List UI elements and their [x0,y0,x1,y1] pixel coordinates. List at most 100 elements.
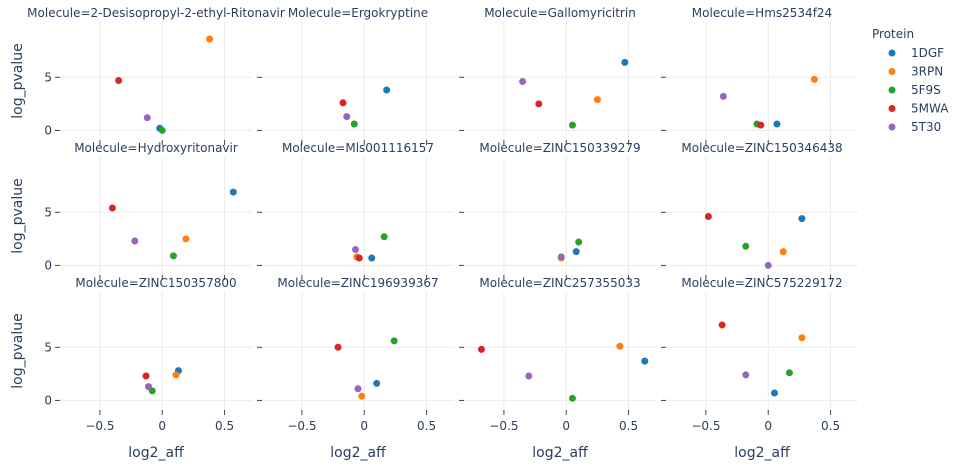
data-point-1dgf [770,389,778,397]
data-point-3rpn [616,342,624,350]
x-tick-label: 0 [764,419,772,433]
facet-title: Molecule=Hydroxyritonavir [74,141,238,155]
facet-panel: Molecule=Ergokryptine [257,6,454,145]
data-point-5f9s [390,337,398,345]
data-point-5f9s [575,238,583,246]
x-tick-label: 0.5 [417,419,436,433]
legend-title: Protein [872,27,914,41]
data-point-3rpn [593,96,601,104]
data-point-5f9s [785,369,793,377]
data-point-5t30 [742,371,750,379]
data-point-5f9s [742,242,750,250]
x-tick-label: 0 [158,419,166,433]
y-tick-label: 0 [44,123,52,137]
data-point-3rpn [206,35,214,43]
x-tick-label: 0 [360,419,368,433]
facet-panel: Molecule=ZINC150357800 0 5 −0.5 0 0.5 [44,276,252,433]
legend-label: 5T30 [911,120,941,134]
facet-title: Molecule=Gallomyricitrin [484,6,636,20]
x-tick-label: 0.5 [619,419,638,433]
data-point-5mwa [142,372,150,380]
legend-item[interactable]: 5MWA [888,102,950,116]
data-point-5t30 [354,385,362,393]
data-point-5f9s [350,120,358,128]
legend-label: 1DGF [911,46,944,60]
data-point-1dgf [773,120,781,128]
data-point-3rpn [810,75,818,83]
legend-item[interactable]: 1DGF [888,46,945,60]
data-point-5mwa [477,345,485,353]
y-tick-label: 0 [44,258,52,272]
legend-label: 5MWA [911,102,949,116]
x-axis-title: log2_aff [330,445,386,461]
data-point-1dgf [229,188,237,196]
data-point-3rpn [798,334,806,342]
data-point-5t30 [557,253,565,261]
data-point-5t30 [143,114,151,122]
data-point-5f9s [380,233,388,241]
facet-title: Molecule=Hms2534f24 [692,6,832,20]
legend: Protein 1DGF 3RPN 5F9S 5MWA 5T30 [872,27,949,134]
legend-marker [888,49,896,57]
facet-title: Molecule=Ergokryptine [288,6,428,20]
data-point-5f9s [568,121,576,129]
data-point-5mwa [757,121,765,129]
facet-panel: Molecule=ZINC150346438 [661,141,858,280]
data-point-1dgf [368,254,376,262]
x-tick-label: −0.5 [489,419,518,433]
legend-item[interactable]: 3RPN [888,65,944,79]
data-point-1dgf [373,379,381,387]
legend-marker [888,68,896,75]
facet-panel: Molecule=ZINC150339279 [459,141,656,280]
legend-marker [888,105,896,112]
data-point-3rpn [779,248,787,256]
y-tick-label: 5 [44,205,52,219]
data-point-1dgf [383,86,391,94]
data-point-5t30 [719,92,727,100]
facet-panel: Molecule=Mls001116157 [257,141,454,280]
facet-title: Molecule=ZINC257355033 [479,276,640,290]
data-point-5mwa [535,100,543,108]
facet-panel: Molecule=Hydroxyritonavir 0 5 [44,141,252,280]
x-axis-title: log2_aff [128,445,184,461]
x-tick-label: 0.5 [821,419,840,433]
y-axis-title: log_pvalue [10,178,26,253]
facet-title: Molecule=ZINC150339279 [479,141,640,155]
x-tick-label: 0.5 [215,419,234,433]
data-point-5f9s [568,394,576,402]
data-point-1dgf [641,357,649,365]
x-tick-label: −0.5 [691,419,720,433]
data-point-3rpn [358,392,366,400]
facet-title: Molecule=ZINC150357800 [75,276,236,290]
legend-label: 5F9S [911,83,941,97]
data-point-5mwa [115,76,123,84]
data-point-5t30 [145,383,153,391]
x-tick-label: −0.5 [85,419,114,433]
facet-panel: Molecule=ZINC196939367 −0.5 0 0.5 [257,276,454,433]
legend-label: 3RPN [911,65,943,79]
data-point-5mwa [108,204,116,212]
facet-title: Molecule=2-Desisopropyl-2-ethyl-Ritonavi… [27,6,285,20]
data-point-1dgf [572,248,580,256]
legend-item[interactable]: 5F9S [888,83,941,97]
y-tick-label: 5 [44,340,52,354]
legend-item[interactable]: 5T30 [888,120,942,134]
data-point-5t30 [343,113,351,121]
y-tick-label: 0 [44,393,52,407]
data-point-5f9s [158,126,166,134]
legend-marker [888,86,896,94]
data-point-5mwa [704,213,712,221]
data-point-5mwa [718,321,726,329]
facets-layer: Molecule=2-Desisopropyl-2-ethyl-Ritonavi… [27,6,858,433]
data-point-5t30 [131,237,139,245]
facet-title: Molecule=ZINC575229172 [681,276,842,290]
data-point-5mwa [355,254,363,262]
legend-marker [888,123,896,131]
data-point-5mwa [339,99,347,107]
facet-panel: Molecule=Hms2534f24 [661,6,858,145]
x-tick-label: −0.5 [287,419,316,433]
facet-panel: Molecule=ZINC575229172 −0.5 0 0.5 [661,276,858,433]
axis-titles-layer: log2_aff log2_aff log2_aff log2_aff log_pval… [10,43,790,461]
facet-panel: Molecule=Gallomyricitrin [459,6,656,145]
